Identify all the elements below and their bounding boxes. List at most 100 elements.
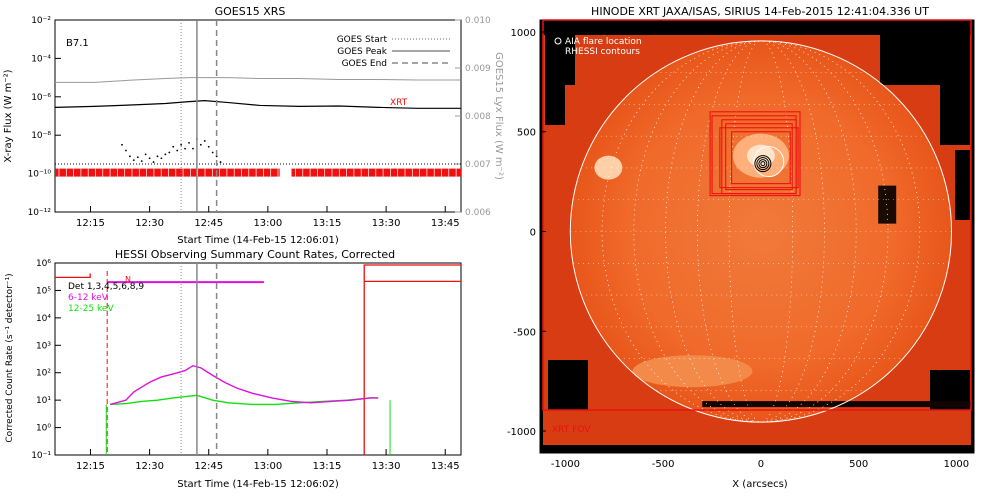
xrt-fov-box [709, 111, 801, 197]
rhessi-y-tick-label: 10² [36, 369, 51, 379]
goes-y2-tick-label: 0.006 [465, 208, 491, 218]
goes-y2-tick-label: 0.007 [465, 160, 491, 170]
disk-bright-patch [632, 355, 753, 388]
rhessi-legend-6-12: 6-12 keV [68, 293, 109, 303]
goes-short-channel-point [168, 151, 171, 154]
xrt-coverage-bar [291, 168, 461, 177]
goes-short-channel-point [136, 156, 139, 159]
goes-y2-tick-label: 0.009 [465, 64, 491, 74]
dark-limb-band [702, 401, 974, 408]
xrt-dark-block [880, 30, 970, 85]
rhessi-12-25-line [110, 394, 379, 406]
rhessi-y-tick-label: 10⁵ [36, 286, 51, 296]
goes-short-channel-point [211, 151, 214, 154]
rhessi-state-line [363, 264, 461, 455]
xrt-dark-block [940, 85, 970, 145]
aia-marker-icon [554, 37, 562, 45]
rhessi-series-group [55, 264, 461, 455]
legend-goes-start: GOES Start [337, 35, 388, 45]
legend-aia: AIA flare location [565, 37, 642, 47]
xrt-x-tick-label: 0 [758, 459, 764, 470]
xrt-fov-box [711, 115, 797, 195]
xrt-image-panel: HINODE XRT JAXA/ISAS, SIRIUS 14-Feb-2015… [507, 5, 975, 490]
goes-x-tick-label: 12:30 [135, 218, 164, 229]
goes-short-channel-point [176, 149, 179, 152]
legend-goes-peak: GOES Peak [337, 47, 387, 57]
goes-short-channel-point [152, 161, 155, 163]
flare-contours [753, 146, 785, 178]
limb-brightening [594, 155, 623, 180]
goes-lyx-flux-line [55, 77, 461, 83]
rhessi-y-tick-label: 10⁴ [36, 314, 51, 324]
rhessi-contour [758, 159, 768, 169]
xrt-legend: AIA flare location RHESSI contours [554, 37, 642, 57]
goes-legend: GOES Start GOES Peak GOES End [337, 35, 450, 69]
goes-x-tick-label: 13:45 [431, 218, 460, 229]
goes-x-tick-label: 12:15 [76, 218, 105, 229]
goes-short-channel-point [125, 149, 127, 152]
goes-short-channel-point [144, 153, 147, 156]
rhessi-6-12-line [110, 364, 379, 406]
aia-flare-circle [753, 146, 785, 178]
xrt-fov-box [731, 131, 791, 185]
goes-short-channel-point [128, 155, 131, 158]
goes-short-channel-point [203, 140, 206, 142]
sun-limb [569, 40, 953, 423]
goes-xrt-label: XRT [390, 98, 408, 108]
xrt-x-ticks: -1000 -500 0 500 1000 [551, 447, 969, 470]
rhessi-state-line [55, 273, 91, 278]
goes-short-channel-point [164, 153, 167, 156]
legend-rhessi: RHESSI contours [565, 47, 640, 57]
goes-panel: GOES15 XRS 12:15 12:30 12:45 13:00 13:15 13:3… [3, 5, 504, 246]
goes-y-tick-label: 10⁻² [31, 16, 51, 26]
xrt-y-ticks: 1000 500 0 -500 -1000 [507, 28, 546, 438]
goes-x-tick-label: 13:15 [313, 218, 342, 229]
goes-short-channel-point [219, 161, 222, 163]
rhessi-title: HESSI Observing Summary Count Rates, Cor… [115, 248, 395, 261]
rhessi-x-tick-label: 12:45 [194, 461, 223, 472]
xrt-y-tick-label: 0 [530, 228, 536, 239]
xrt-fov-box [725, 123, 793, 191]
goes-short-channel-point [207, 145, 210, 148]
goes-y2-ticks: 0.006 0.007 0.008 0.009 0.010 [455, 16, 491, 218]
longitude-line [728, 40, 793, 423]
xrt-fov-box [719, 127, 799, 189]
goes-y-axis-label: X-ray Flux (W m⁻²) [3, 69, 14, 162]
rhessi-night-label: N [125, 275, 131, 284]
goes-title: GOES15 XRS [215, 5, 286, 18]
goes-y-tick-label: 10⁻¹⁰ [28, 170, 52, 180]
goes-short-channel-point [132, 159, 135, 162]
rhessi-legend-12-25: 12-25 keV [68, 304, 114, 314]
rhessi-x-ticks: 12:15 12:30 12:45 13:00 13:15 13:30 13:45 [76, 449, 460, 472]
rhessi-x-tick-label: 13:00 [253, 461, 282, 472]
xrt-x-axis-label: X (arcsecs) [732, 479, 788, 490]
goes-y2-tick-label: 0.008 [465, 112, 491, 122]
rhessi-legend-detectors: Det 1,3,4,5,6,8,9 [68, 282, 144, 292]
goes-short-channel-point [172, 145, 175, 148]
rhessi-x-axis-label: Start Time (14-Feb-15 12:06:02) [177, 479, 339, 490]
rhessi-y-tick-label: 10⁶ [36, 259, 51, 269]
goes-x-tick-label: 13:00 [253, 218, 282, 229]
xrt-x-tick-label: 500 [849, 459, 868, 470]
rhessi-x-tick-label: 13:30 [372, 461, 401, 472]
rhessi-event-markers [180, 263, 218, 455]
rhessi-contour [754, 155, 772, 173]
xrt-x-tick-label: -1000 [551, 459, 580, 470]
rhessi-x-tick-label: 13:15 [313, 461, 342, 472]
xrt-y-tick-label: 1000 [511, 28, 536, 39]
rhessi-y-tick-label: 10⁰ [36, 424, 51, 434]
goes-y-tick-label: 10⁻¹² [28, 208, 52, 218]
rhessi-panel: HESSI Observing Summary Count Rates, Cor… [5, 248, 462, 490]
rhessi-y-tick-label: 10¹ [36, 396, 51, 406]
rhessi-x-tick-label: 12:30 [135, 461, 164, 472]
legend-goes-end: GOES End [342, 59, 387, 69]
goes-series-group [54, 77, 461, 177]
rhessi-y-ticks: 10⁻¹ 10⁰ 10¹ 10² 10³ 10⁴ 10⁵ 10⁶ [31, 259, 61, 461]
goes-short-channel-point [192, 147, 194, 150]
goes-y-tick-label: 10⁻⁴ [31, 54, 51, 64]
goes-short-channel-point [184, 147, 186, 150]
goes-short-channel-point [180, 143, 183, 146]
longitude-line [601, 40, 921, 423]
goes-y-ticks: 10⁻¹² 10⁻¹⁰ 10⁻⁸ 10⁻⁶ 10⁻⁴ 10⁻² [28, 16, 61, 218]
